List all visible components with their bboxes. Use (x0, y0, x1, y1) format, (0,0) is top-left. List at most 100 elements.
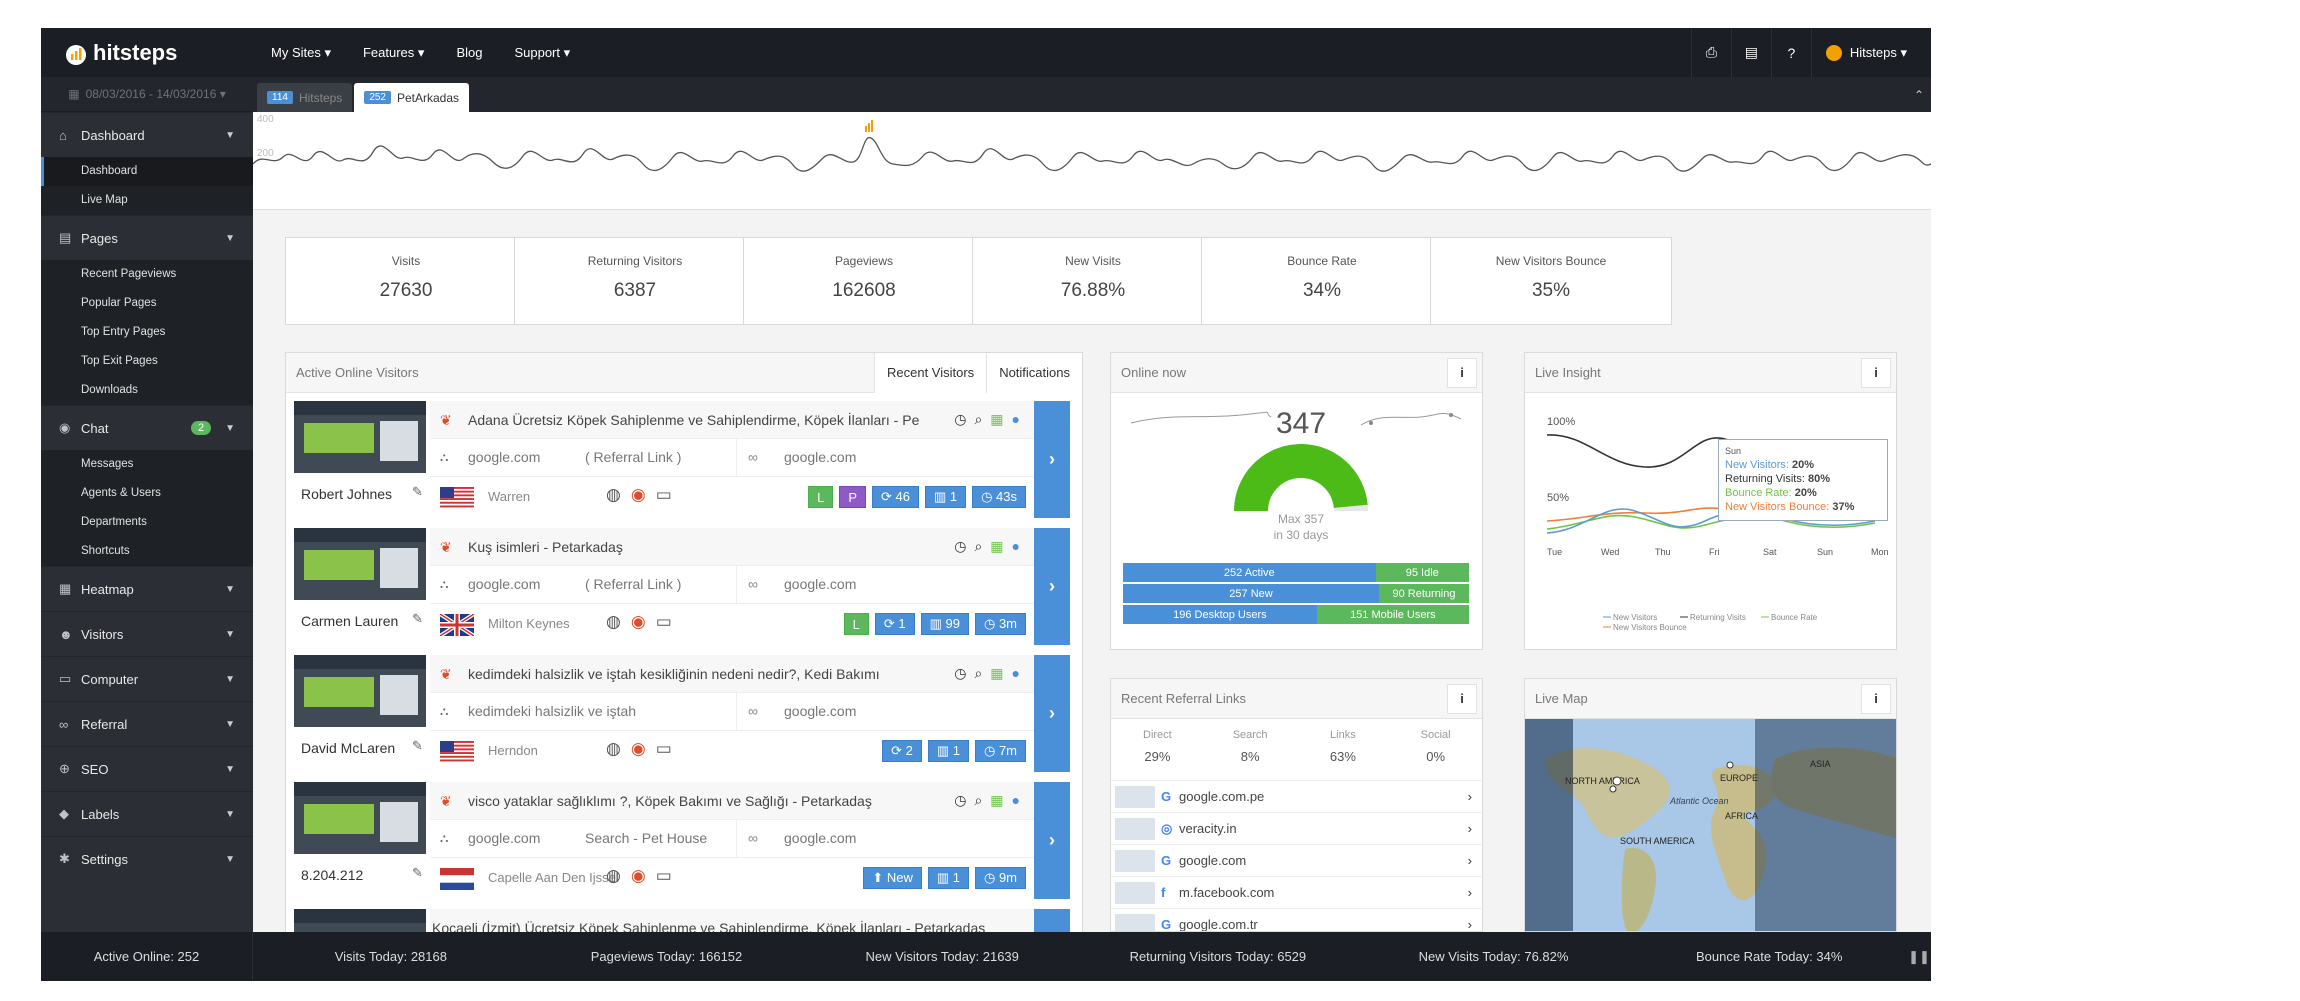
visitor-expand-chevron-icon[interactable]: › (1034, 401, 1070, 518)
referral-domain[interactable]: google.com.pe (1179, 789, 1265, 804)
visitor-stat-pill[interactable]: ◷ 9m (974, 867, 1026, 889)
referrer-link[interactable]: Search - Pet House (585, 830, 708, 846)
search-icon[interactable]: ⌕ (974, 665, 983, 681)
visitor-stat-pill[interactable]: ⟳ 2 (882, 740, 922, 762)
info-button[interactable]: i (1861, 357, 1891, 388)
sidebar-section-referral[interactable]: ∞ Referral ▼ (41, 701, 253, 746)
page-thumbnail[interactable] (294, 782, 426, 854)
sidebar-section-dashboard[interactable]: ⌂ Dashboard ▼ (41, 112, 253, 157)
visitor-stat-pill[interactable]: ⟳ 46 (871, 486, 919, 508)
referral-link-row[interactable]: f m.facebook.com › (1111, 877, 1482, 909)
search-icon[interactable]: ⌕ (974, 792, 983, 808)
chat-bubble-icon[interactable]: ● (1011, 792, 1020, 808)
referral-domain[interactable]: google.com.tr (1179, 917, 1258, 932)
visitor-row[interactable]: Robert Johnes ✎ ❦ Adana Ücretsiz Köpek S… (294, 401, 1076, 518)
referrer-source[interactable]: google.com (468, 449, 541, 465)
visitor-name[interactable]: David McLaren (301, 740, 396, 756)
stat-card-returning-visitors[interactable]: Returning Visitors 6387 (514, 237, 756, 325)
chat-bubble-icon[interactable]: ● (1011, 538, 1020, 554)
visitor-row[interactable]: 8.204.212 ✎ ❦ visco yataklar sağlıklımı … (294, 782, 1076, 899)
referrer-source-secondary[interactable]: google.com (784, 449, 857, 465)
nav-features[interactable]: Features ▾ (362, 44, 425, 60)
sidebar-section-labels[interactable]: ◆ Labels ▼ (41, 791, 253, 836)
chevron-right-icon[interactable]: › (1467, 821, 1472, 836)
edit-pencil-icon[interactable]: ✎ (412, 611, 423, 626)
print-button[interactable]: ⎙ (1690, 28, 1731, 77)
edit-pencil-icon[interactable]: ✎ (412, 738, 423, 753)
sidebar-item-recent-pageviews[interactable]: Recent Pageviews (81, 268, 177, 280)
grid-icon[interactable]: ▦ (990, 792, 1004, 808)
stat-card-visits[interactable]: Visits 27630 (285, 237, 527, 325)
chevron-right-icon[interactable]: › (1467, 885, 1472, 900)
info-button[interactable]: i (1861, 683, 1891, 714)
info-button[interactable]: i (1447, 683, 1477, 714)
sidebar-item-departments[interactable]: Departments (81, 516, 147, 528)
visitor-expand-chevron-icon[interactable]: › (1034, 782, 1070, 899)
chevron-right-icon[interactable]: › (1467, 789, 1472, 804)
referral-domain[interactable]: google.com (1179, 853, 1247, 868)
brand-logo[interactable]: hitsteps (41, 40, 191, 66)
visitor-stat-pill[interactable]: ⬆ New (863, 867, 922, 889)
tab-recent-visitors[interactable]: Recent Visitors (874, 353, 987, 393)
edit-pencil-icon[interactable]: ✎ (412, 484, 423, 499)
grid-icon[interactable]: ▦ (990, 538, 1004, 554)
referrer-link[interactable]: ( Referral Link ) (585, 449, 682, 465)
visitor-name[interactable]: 8.204.212 (301, 867, 364, 883)
visitor-stat-pill[interactable]: ▥ 99 (920, 613, 969, 635)
sidebar-item-shortcuts[interactable]: Shortcuts (81, 545, 130, 557)
stat-card-new-visits[interactable]: New Visits 76.88% (972, 237, 1214, 325)
sidebar-section-seo[interactable]: ⊕ SEO ▼ (41, 746, 253, 791)
nav-support[interactable]: Support ▾ (514, 44, 571, 60)
page-thumbnail[interactable] (294, 528, 426, 600)
sidebar-section-pages[interactable]: ▤ Pages ▼ (41, 215, 253, 260)
sidebar-item-live-map[interactable]: Live Map (81, 194, 128, 206)
page-thumbnail[interactable] (294, 655, 426, 727)
referral-link-row[interactable]: ◎ veracity.in › (1111, 813, 1482, 845)
sidebar-item-top-entry-pages[interactable]: Top Entry Pages (81, 326, 166, 338)
visitor-stat-pill[interactable]: ▥ 1 (927, 740, 969, 762)
visitor-stat-pill[interactable]: L (808, 486, 834, 508)
referrer-source[interactable]: kedimdeki halsizlik ve iştah (468, 703, 637, 719)
tab-notifications[interactable]: Notifications (986, 353, 1082, 393)
visitor-row[interactable]: Carmen Lauren ✎ ❦ Kuş isimleri - Petarka… (294, 528, 1076, 645)
page-thumbnail[interactable] (294, 401, 426, 473)
referrer-source-secondary[interactable]: google.com (784, 830, 857, 846)
sidebar-item-downloads[interactable]: Downloads (81, 384, 138, 396)
grid-icon[interactable]: ▦ (990, 665, 1004, 681)
history-icon[interactable]: ◷ (954, 665, 967, 681)
sidebar-item-agents-users[interactable]: Agents & Users (81, 487, 161, 499)
sidebar-section-settings[interactable]: ✱ Settings ▼ (41, 836, 253, 881)
chat-bubble-icon[interactable]: ● (1011, 665, 1020, 681)
stat-card-bounce-rate[interactable]: Bounce Rate 34% (1201, 237, 1443, 325)
sidebar-section-computer[interactable]: ▭ Computer ▼ (41, 656, 253, 701)
visitor-page-title[interactable]: Kuş isimleri - Petarkadaş (468, 538, 623, 555)
history-icon[interactable]: ◷ (954, 792, 967, 808)
history-icon[interactable]: ◷ (954, 538, 967, 554)
date-range-picker[interactable]: ▦ 08/03/2016 - 14/03/2016 ▾ (41, 77, 253, 112)
visitor-stat-pill[interactable]: ⟳ 1 (874, 613, 915, 635)
search-icon[interactable]: ⌕ (974, 411, 983, 427)
sidebar-item-top-exit-pages[interactable]: Top Exit Pages (81, 355, 158, 367)
sidebar-section-heatmap[interactable]: ▦ Heatmap ▼ (41, 566, 253, 611)
visitor-stat-pill[interactable]: ▥ 1 (924, 486, 967, 508)
visitor-stat-pill[interactable]: P (839, 486, 866, 508)
stat-card-pageviews[interactable]: Pageviews 162608 (743, 237, 985, 325)
visitor-stat-pill[interactable]: ◷ 43s (972, 486, 1026, 508)
referrer-source-secondary[interactable]: google.com (784, 703, 857, 719)
grid-icon[interactable]: ▦ (990, 411, 1004, 427)
help-button[interactable]: ? (1770, 28, 1811, 77)
search-icon[interactable]: ⌕ (974, 538, 983, 554)
sidebar-section-visitors[interactable]: ☻ Visitors ▼ (41, 611, 253, 656)
visitor-row[interactable]: David McLaren ✎ ❦ kedimdeki halsizlik ve… (294, 655, 1076, 772)
history-icon[interactable]: ◷ (954, 411, 967, 427)
nav-blog[interactable]: Blog (456, 44, 483, 60)
tab-site-petarkadas[interactable]: 252 PetArkadas (354, 83, 470, 112)
visitor-page-title[interactable]: visco yataklar sağlıklımı ?, Köpek Bakım… (468, 792, 872, 809)
visitor-name[interactable]: Carmen Lauren (301, 613, 399, 629)
pause-icon[interactable]: ❚❚ (1908, 948, 1930, 964)
stat-card-new-visitors-bounce[interactable]: New Visitors Bounce 35% (1430, 237, 1672, 325)
visitor-page-title[interactable]: kedimdeki halsizlik ve iştah kesikliğini… (468, 665, 880, 682)
